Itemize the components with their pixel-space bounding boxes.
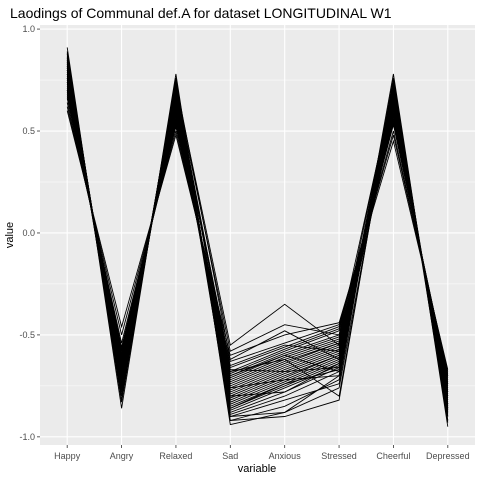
series-line-25 bbox=[66, 98, 449, 376]
series-line-40 bbox=[66, 67, 449, 409]
y-tick-label: 0.0 bbox=[22, 228, 35, 238]
plot-panel bbox=[40, 25, 475, 445]
series-line-36 bbox=[66, 82, 449, 393]
series-line-31 bbox=[66, 53, 449, 417]
y-tick-label: 0.5 bbox=[22, 126, 35, 136]
x-tick-label: Cheerful bbox=[376, 451, 410, 461]
y-tick-label: -1.0 bbox=[19, 432, 35, 442]
x-tick-label: Relaxed bbox=[159, 451, 192, 461]
series-lines bbox=[66, 47, 449, 427]
series-line-26 bbox=[66, 102, 449, 374]
y-tick-label: -0.5 bbox=[19, 330, 35, 340]
x-tick-label: Happy bbox=[54, 451, 81, 461]
minor-gridlines bbox=[40, 79, 475, 387]
y-axis-ticks: 1.0 0.5 0.0 -0.5 -1.0 bbox=[19, 24, 40, 442]
y-tick-label: 1.0 bbox=[22, 24, 35, 34]
x-tick-label: Angry bbox=[110, 451, 134, 461]
series-line-27 bbox=[66, 106, 449, 372]
chart-title: Laodings of Communal def.A for dataset L… bbox=[10, 5, 392, 21]
x-tick-label: Sad bbox=[222, 451, 238, 461]
x-axis-title: variable bbox=[238, 463, 277, 475]
x-tick-label: Anxious bbox=[269, 451, 302, 461]
x-axis-ticks: Happy Angry Relaxed Sad Anxious Stressed Cheer… bbox=[54, 445, 470, 461]
series-line-37 bbox=[66, 90, 449, 397]
x-tick-label: Stressed bbox=[321, 451, 357, 461]
x-tick-label: Depressed bbox=[426, 451, 470, 461]
y-axis-title: value bbox=[4, 222, 16, 248]
